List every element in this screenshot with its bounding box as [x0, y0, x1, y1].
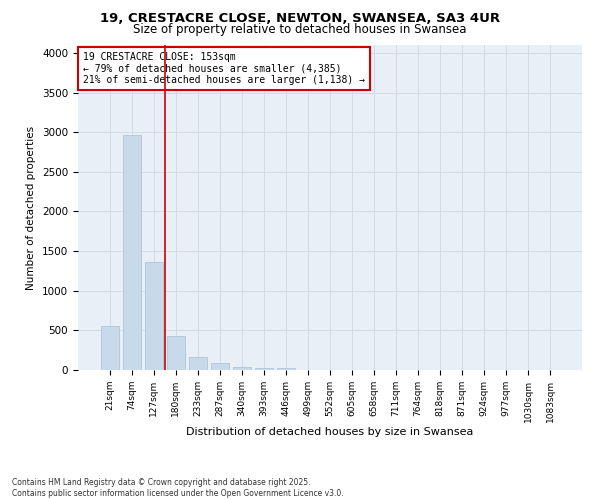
Bar: [101, 326, 119, 370]
Bar: [211, 363, 229, 370]
X-axis label: Distribution of detached houses by size in Swansea: Distribution of detached houses by size …: [187, 428, 473, 438]
Bar: [233, 367, 251, 370]
Bar: [145, 262, 163, 370]
Text: Contains HM Land Registry data © Crown copyright and database right 2025.
Contai: Contains HM Land Registry data © Crown c…: [12, 478, 344, 498]
Bar: [189, 356, 206, 370]
Y-axis label: Number of detached properties: Number of detached properties: [26, 126, 37, 290]
Text: 19, CRESTACRE CLOSE, NEWTON, SWANSEA, SA3 4UR: 19, CRESTACRE CLOSE, NEWTON, SWANSEA, SA…: [100, 12, 500, 26]
Bar: [167, 336, 185, 370]
Bar: [123, 134, 140, 370]
Text: 19 CRESTACRE CLOSE: 153sqm
← 79% of detached houses are smaller (4,385)
21% of s: 19 CRESTACRE CLOSE: 153sqm ← 79% of deta…: [83, 52, 365, 84]
Bar: [255, 368, 273, 370]
Bar: [277, 368, 295, 370]
Text: Size of property relative to detached houses in Swansea: Size of property relative to detached ho…: [133, 22, 467, 36]
